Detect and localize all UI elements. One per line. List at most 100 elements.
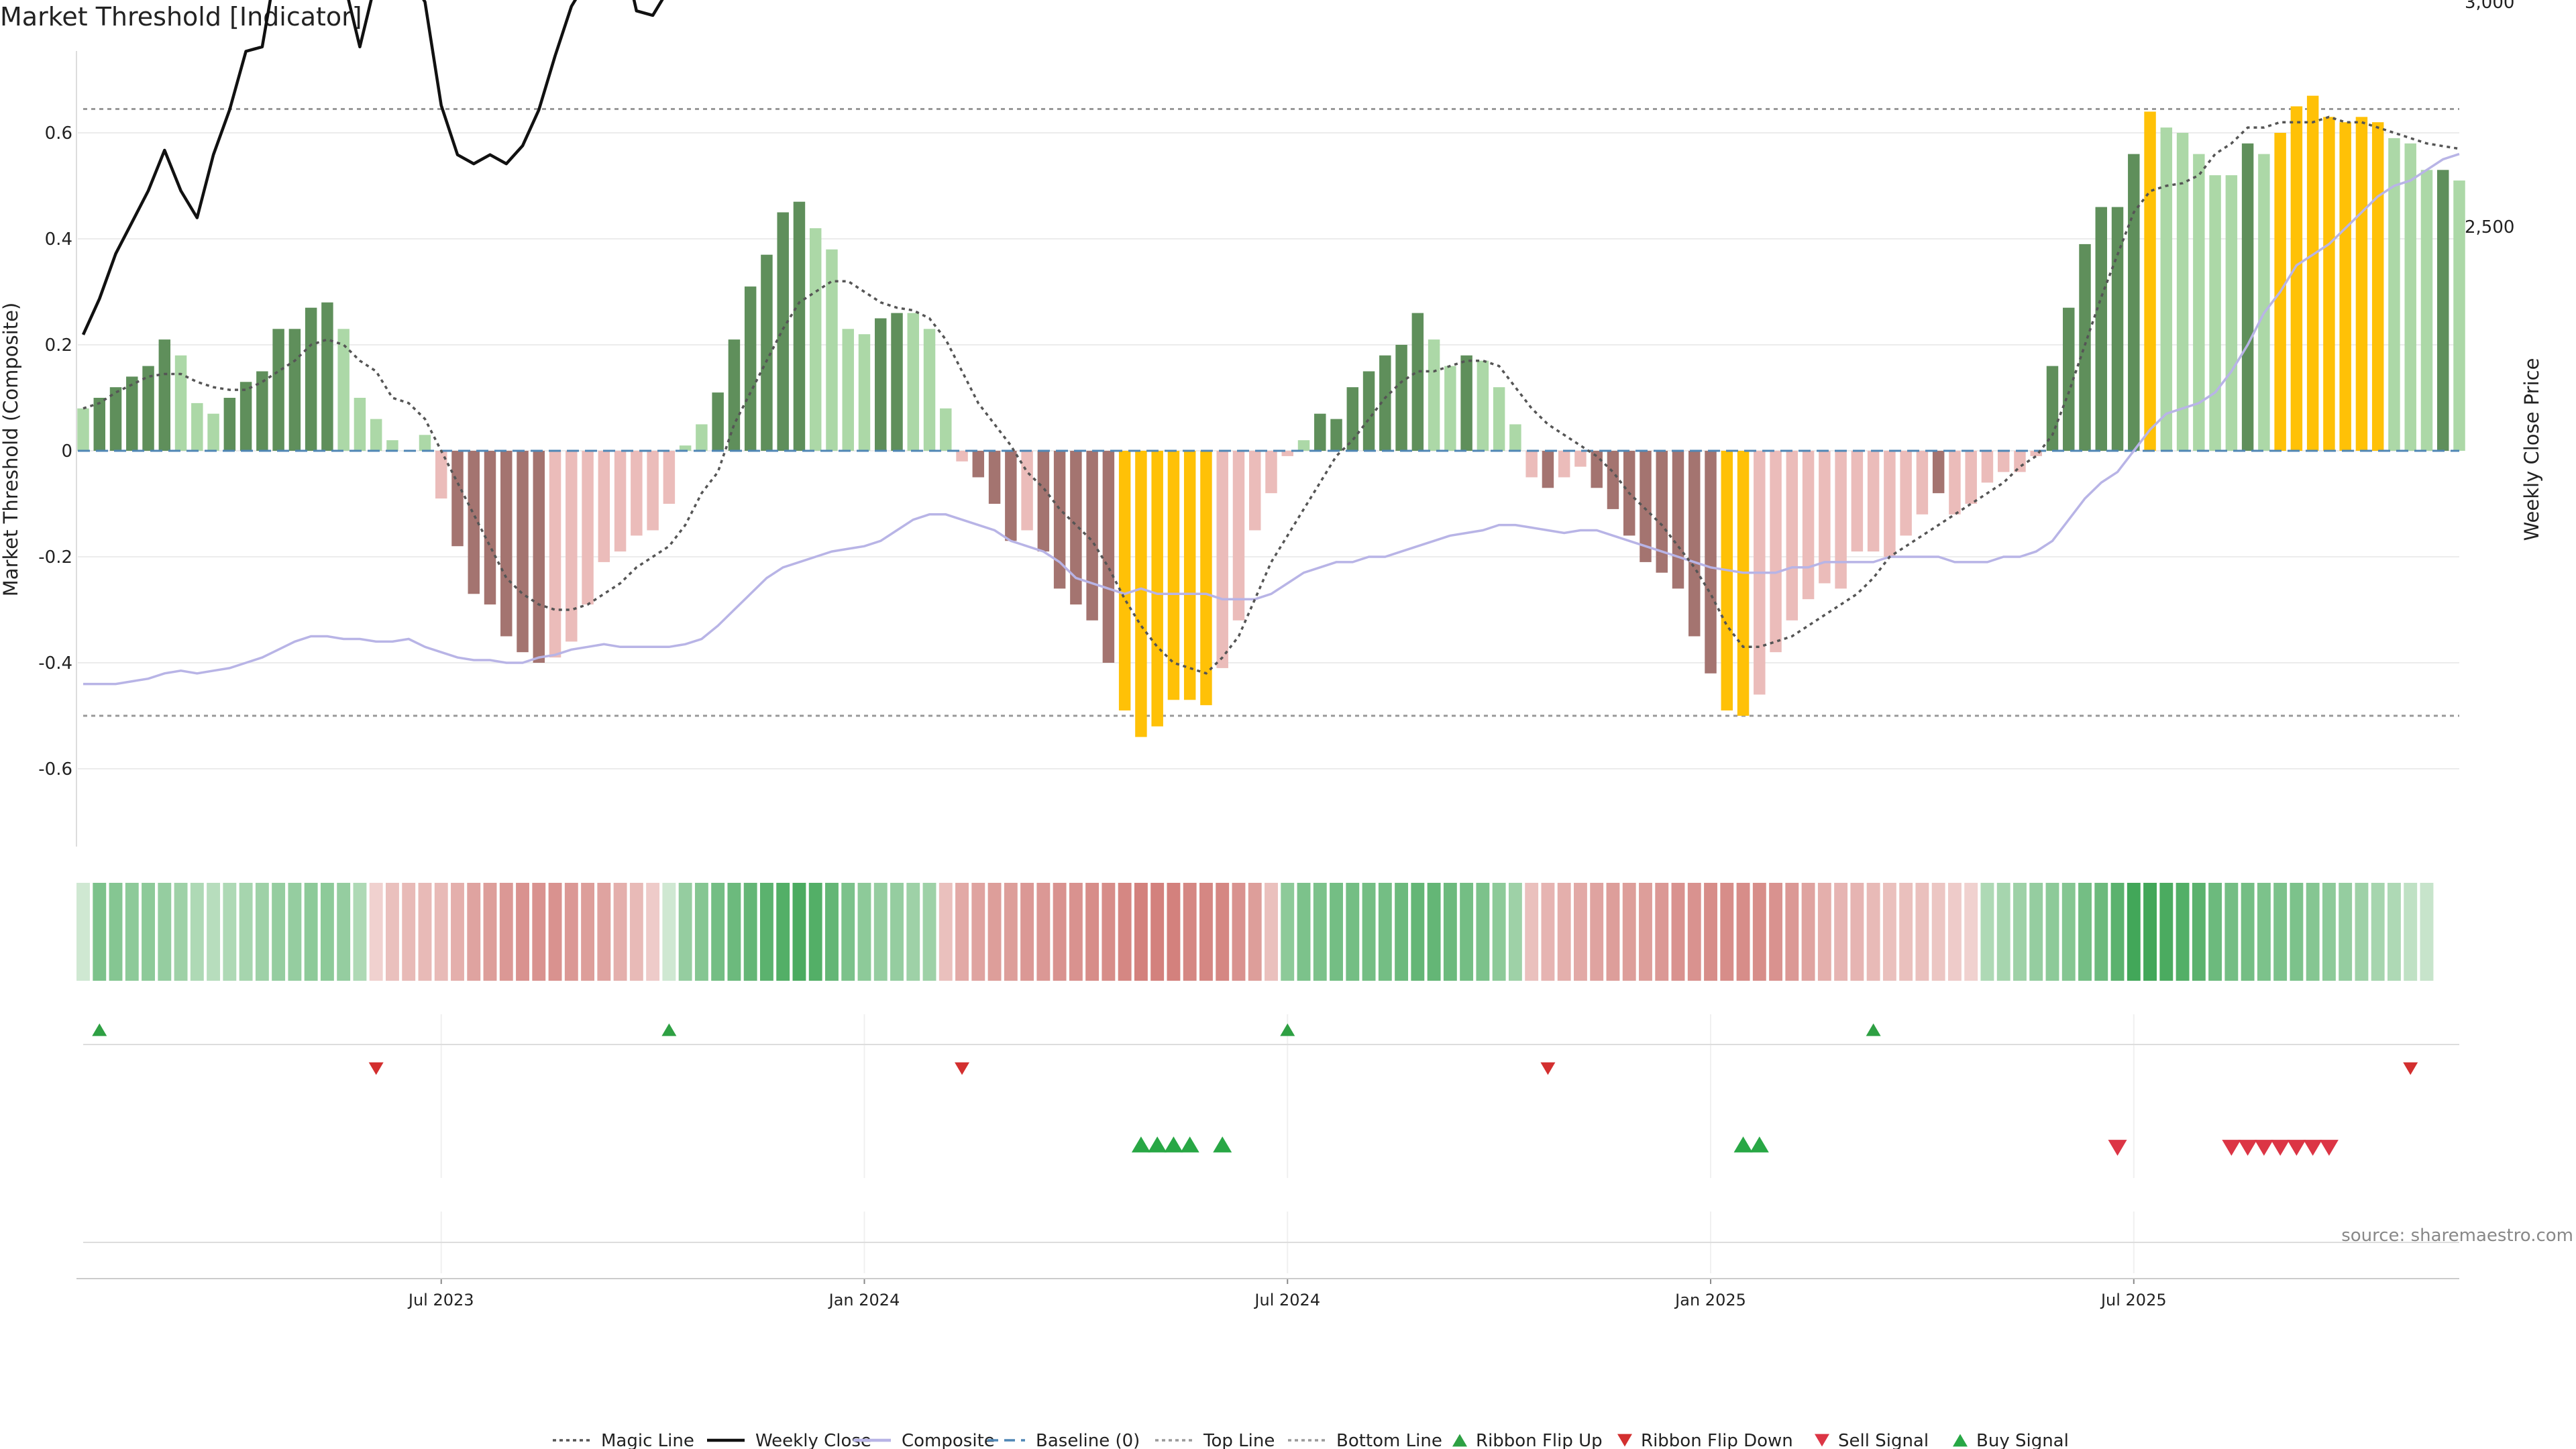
legend-label: Magic Line xyxy=(601,1431,694,1449)
composite-bar xyxy=(972,451,985,478)
ribbon-cell xyxy=(906,883,920,981)
ribbon-cell xyxy=(678,883,692,981)
composite-bar xyxy=(728,339,741,451)
composite-bar xyxy=(1102,451,1115,663)
composite-bar xyxy=(1591,451,1603,488)
x-tick-label: Jan 2025 xyxy=(1674,1291,1746,1309)
ribbon-cell xyxy=(792,883,806,981)
composite-bar xyxy=(484,451,496,605)
sell-signal-marker xyxy=(2319,1140,2339,1156)
ribbon-cell xyxy=(1882,883,1896,981)
legend-label: Composite xyxy=(902,1431,995,1449)
legend-marker-ribbon-flip-down xyxy=(1617,1434,1632,1447)
composite-bar xyxy=(1135,451,1147,737)
ribbon-cell xyxy=(304,883,318,981)
ribbon-cell xyxy=(857,883,871,981)
composite-bar xyxy=(956,451,968,462)
composite-bar xyxy=(109,387,122,451)
composite-bar xyxy=(354,398,366,451)
composite-bar xyxy=(500,451,513,637)
ribbon-cell xyxy=(1931,883,1945,981)
composite-bar xyxy=(77,408,89,451)
ribbon-flip-down-marker xyxy=(368,1062,384,1075)
x-tick-label: Jul 2023 xyxy=(407,1291,474,1309)
ribbon-cell xyxy=(955,883,969,981)
composite-bar xyxy=(370,419,382,451)
legend-label: Weekly Close xyxy=(755,1431,871,1449)
composite-bar xyxy=(126,376,138,451)
composite-bar xyxy=(142,366,154,451)
composite-bar xyxy=(158,339,171,451)
composite-bar xyxy=(1362,371,1375,451)
composite-bar xyxy=(1932,451,1945,494)
ribbon-cell xyxy=(272,883,286,981)
ribbon-cell xyxy=(142,883,155,981)
composite-bar xyxy=(2323,117,2335,451)
composite-bar xyxy=(679,445,692,451)
composite-bar xyxy=(1525,451,1538,478)
ribbon-cell xyxy=(2094,883,2108,981)
composite-bar xyxy=(1086,451,1098,621)
composite-bar xyxy=(207,413,219,451)
composite-bar xyxy=(2144,111,2156,451)
composite-bar xyxy=(1900,451,1912,536)
composite-bar xyxy=(1297,440,1310,451)
composite-bar xyxy=(419,435,431,451)
legend-label: Baseline (0) xyxy=(1036,1431,1140,1449)
composite-line xyxy=(83,152,2460,686)
series-lines xyxy=(81,0,2460,686)
ribbon-cell xyxy=(483,883,497,981)
ribbon-cell xyxy=(1102,883,1116,981)
legend-label: Ribbon Flip Up xyxy=(1476,1431,1603,1449)
composite-bar xyxy=(1428,339,1440,451)
composite-bar xyxy=(1232,451,1245,621)
ribbon-cell xyxy=(2061,883,2076,981)
ribbon-flip-down-marker xyxy=(955,1062,970,1075)
ribbon-cell xyxy=(1736,883,1750,981)
composite-bar xyxy=(1167,451,1180,700)
composite-bar xyxy=(891,313,903,451)
ribbon-cell xyxy=(1557,883,1571,981)
composite-bar xyxy=(1884,451,1896,557)
composite-bar xyxy=(1183,451,1196,700)
ribbon-cell xyxy=(1720,883,1734,981)
ribbon-cell xyxy=(337,883,351,981)
buy-signal-marker xyxy=(1180,1136,1199,1152)
ribbon-cell xyxy=(2355,883,2369,981)
composite-bar xyxy=(2160,127,2173,451)
ribbon-cell xyxy=(1834,883,1848,981)
ribbon-cell xyxy=(1297,883,1311,981)
composite-bar xyxy=(1249,451,1261,531)
sell-signal-marker xyxy=(2222,1140,2241,1156)
composite-bar xyxy=(2193,154,2205,451)
composite-bar xyxy=(875,318,887,451)
ribbon-cell xyxy=(2013,883,2027,981)
composite-bar xyxy=(1118,451,1131,711)
sell-signal-marker xyxy=(2254,1140,2273,1156)
ribbon-cell xyxy=(825,883,839,981)
composite-bar xyxy=(1705,451,1717,674)
composite-bar xyxy=(2128,154,2140,451)
ribbon-cell xyxy=(1118,883,1132,981)
composite-bar xyxy=(1070,451,1082,605)
composite-bar xyxy=(2063,307,2075,451)
ribbon-cell xyxy=(1004,883,1018,981)
ribbon-cell xyxy=(288,883,302,981)
composite-bar xyxy=(988,451,1001,504)
composite-bar xyxy=(1395,345,1407,451)
ribbon-cell xyxy=(1085,883,1099,981)
composite-bar xyxy=(1867,451,1880,552)
ribbon-cell xyxy=(694,883,708,981)
ribbon-cell xyxy=(451,883,464,981)
composite-bar xyxy=(1005,451,1017,541)
composite-bar xyxy=(1053,451,1066,589)
ribbon-cell xyxy=(1281,883,1295,981)
ribbon-cell xyxy=(418,883,432,981)
ribbon-cell xyxy=(93,883,107,981)
composite-bar xyxy=(1281,451,1293,456)
ribbon-cell xyxy=(1362,883,1376,981)
ribbon-cell xyxy=(971,883,985,981)
ribbon-cell xyxy=(581,883,595,981)
ribbon-cell xyxy=(2273,883,2288,981)
